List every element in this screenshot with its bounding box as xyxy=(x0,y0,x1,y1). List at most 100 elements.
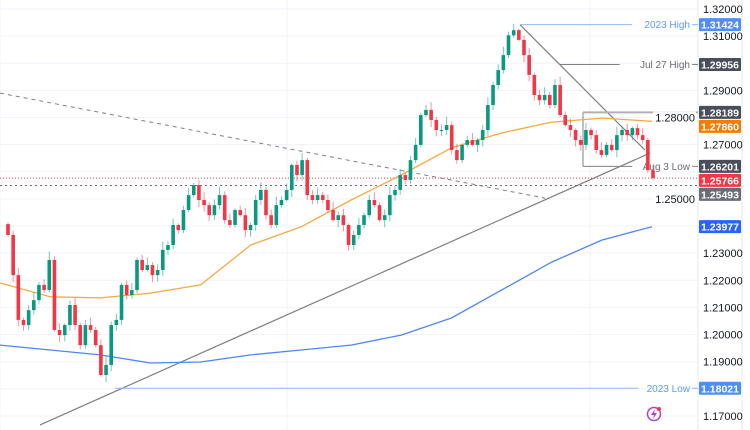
candle xyxy=(253,194,258,231)
candle xyxy=(315,187,320,204)
candle-body xyxy=(537,95,542,101)
candle xyxy=(563,111,568,127)
candle-body xyxy=(52,259,57,330)
candle-body xyxy=(155,269,160,276)
candle xyxy=(542,87,547,105)
candle-body xyxy=(501,55,506,71)
candle xyxy=(155,264,160,282)
y-tick-label: 1.32000 xyxy=(703,4,743,16)
lightning-icon[interactable] xyxy=(646,406,662,422)
bolt-glyph xyxy=(651,409,657,419)
candle xyxy=(290,163,294,198)
candle-body xyxy=(563,115,568,126)
candle xyxy=(573,128,578,147)
candle-body xyxy=(130,290,134,295)
price-label: 1.23977 xyxy=(701,222,739,234)
candle-body xyxy=(191,185,196,196)
candle-body xyxy=(217,195,222,206)
candle-body xyxy=(470,140,475,145)
price-label: 1.18021 xyxy=(701,383,739,395)
price-label: 1.29956 xyxy=(701,59,739,71)
candle-body xyxy=(119,284,124,320)
candle-body xyxy=(351,234,356,246)
candle xyxy=(517,28,521,42)
candle-body xyxy=(449,125,454,151)
candle-body xyxy=(181,210,186,231)
candle-body xyxy=(37,284,41,301)
candle xyxy=(310,190,315,205)
candle-body xyxy=(382,215,387,221)
candle xyxy=(274,196,279,228)
candle xyxy=(651,165,655,181)
ma-200-line xyxy=(0,226,653,364)
candle xyxy=(537,89,542,106)
price-label: 1.25766 xyxy=(701,175,739,187)
candle-body xyxy=(424,109,428,116)
candle-body xyxy=(145,265,150,270)
candle-body xyxy=(320,195,325,200)
candle xyxy=(21,317,26,331)
candle-body xyxy=(57,329,62,336)
candle xyxy=(646,137,650,174)
candle xyxy=(413,137,418,164)
candle-body xyxy=(99,345,103,375)
candle xyxy=(42,279,46,294)
y-tick-label: 1.23000 xyxy=(703,248,743,260)
candle xyxy=(511,23,516,38)
price-label: 1.27860 xyxy=(701,121,739,133)
y-tick-label: 1.28000 xyxy=(655,113,695,125)
candle-body xyxy=(367,199,371,216)
candle xyxy=(62,323,67,342)
candle-body xyxy=(346,224,351,246)
candle-body xyxy=(444,125,449,130)
candle xyxy=(222,191,227,224)
candle xyxy=(635,123,640,140)
price-label: 1.25493 xyxy=(701,189,739,201)
candle-body xyxy=(124,284,129,295)
candle-body xyxy=(527,55,531,75)
candle-body xyxy=(161,249,165,270)
candle-body xyxy=(486,105,490,130)
candle xyxy=(604,141,609,158)
candle xyxy=(6,222,10,237)
candle xyxy=(135,257,139,294)
candle-body xyxy=(197,185,201,200)
level-label: Aug 3 Low xyxy=(643,162,691,173)
candle xyxy=(470,132,475,147)
candle xyxy=(114,313,119,331)
candle-body xyxy=(253,199,258,225)
y-tick-label: 1.17000 xyxy=(703,411,743,423)
candle-body xyxy=(573,129,578,141)
price-label-box xyxy=(699,159,741,173)
candle xyxy=(150,262,155,283)
candle xyxy=(377,202,382,222)
candle-body xyxy=(176,224,181,231)
candle-body xyxy=(295,164,299,176)
candle xyxy=(259,182,263,206)
candle-body xyxy=(388,195,392,216)
candle xyxy=(16,268,21,327)
candle-body xyxy=(408,160,413,180)
candle-body xyxy=(228,220,232,225)
candle-body xyxy=(522,39,526,56)
notification-dot xyxy=(657,407,661,411)
candle-body xyxy=(248,224,253,231)
candle xyxy=(78,322,83,350)
candle xyxy=(625,123,629,141)
candle xyxy=(336,211,341,228)
candle xyxy=(346,223,351,251)
candle-body xyxy=(419,115,423,145)
candle-body xyxy=(568,125,573,130)
candle-body xyxy=(16,275,21,320)
y-tick-label: 1.29000 xyxy=(703,85,743,97)
candle-body xyxy=(326,199,330,211)
price-label-box xyxy=(699,18,741,32)
price-label: 1.28189 xyxy=(701,107,739,119)
candle-body xyxy=(279,199,284,206)
candle-body xyxy=(243,215,248,231)
candle xyxy=(522,35,526,63)
candle-body xyxy=(584,129,588,145)
candle xyxy=(486,97,490,136)
candle xyxy=(455,143,459,164)
